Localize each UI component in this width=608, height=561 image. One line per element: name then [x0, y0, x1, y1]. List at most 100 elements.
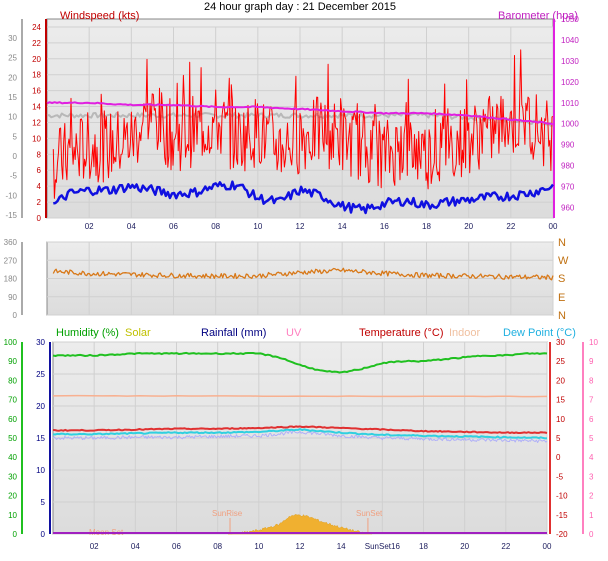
windspeed-tick-label: 2 [37, 198, 42, 207]
solar-area [228, 514, 373, 535]
panel-3-x-tick-label: 22 [501, 542, 510, 551]
windspeed-tick-label: 24 [32, 23, 41, 32]
wind-pressure-panel: Windspeed (kts) Barometer (hpa) 02 04 06 08… [5, 10, 579, 231]
temperature-tick-label: -5 [556, 472, 564, 481]
rainfall-tick-label: 5 [41, 498, 46, 507]
humidity-tick-label: 40 [8, 453, 17, 462]
temperature-tick-label: -15 [556, 511, 568, 520]
barometer-tick-label: 1040 [561, 36, 579, 45]
legend-temperature: Temperature (°C) [359, 327, 443, 339]
humidity-tick-label: 30 [8, 472, 17, 481]
humidity-line [52, 351, 548, 374]
windspeed-tick-label: 4 [37, 182, 42, 191]
windspeed-tick-label: 20 [32, 55, 41, 64]
outer-left-tick-label: 10 [8, 113, 17, 122]
barometer-tick-label: 1020 [561, 78, 579, 87]
uv-tick-label: 10 [589, 338, 598, 347]
barometer-tick-label: 1050 [561, 15, 579, 24]
temperature-tick-label: 5 [556, 434, 561, 443]
lavender-line [52, 430, 548, 443]
outer-left-tick-label: 5 [13, 132, 18, 141]
uv-tick-label: 9 [589, 357, 594, 366]
barometer-line [46, 101, 554, 126]
compass-label: E [558, 292, 565, 304]
humidity-tick-label: 80 [8, 376, 17, 385]
compass-label: N [558, 310, 566, 322]
temperature-tick-label: 15 [556, 396, 565, 405]
direction-tick-label: 90 [8, 293, 17, 302]
legend-uv: UV [286, 327, 302, 339]
rainfall-tick-label: 15 [36, 434, 45, 443]
uv-tick-label: 6 [589, 415, 594, 424]
temperature-humidity-panel: Humidity (%) Solar Rainfall (mm) UV Temp… [4, 327, 599, 551]
panel-1-x-tick-label: 16 [380, 222, 389, 231]
panel-1-x-tick-label: 04 [127, 222, 136, 231]
barometer-axis-label: Barometer (hpa) [498, 10, 578, 22]
panel-1-x-tick-label: 20 [464, 222, 473, 231]
temperature-tick-label: 25 [556, 357, 565, 366]
chart-title: 24 hour graph day : 21 December 2015 [204, 1, 396, 13]
rainfall-tick-label: 25 [36, 370, 45, 379]
rainfall-tick-label: 30 [36, 338, 45, 347]
panel-3-x-tick-label: 12 [296, 542, 305, 551]
uv-tick-label: 7 [589, 396, 594, 405]
windspeed-tick-label: 8 [37, 150, 42, 159]
direction-tick-label: 180 [4, 275, 18, 284]
panel-1-x-tick-label: 12 [296, 222, 305, 231]
compass-label: S [558, 273, 565, 285]
temperature-tick-label: 30 [556, 338, 565, 347]
windspeed-tick-label: 0 [37, 214, 42, 223]
outer-left-tick-label: 20 [8, 73, 17, 82]
uv-tick-label: 0 [589, 530, 594, 539]
temperature-tick-label: 20 [556, 376, 565, 385]
outer-left-tick-label: 15 [8, 93, 17, 102]
rainfall-tick-label: 20 [36, 402, 45, 411]
outer-left-tick-label: -5 [10, 172, 18, 181]
compass-label: N [558, 237, 566, 249]
temperature-tick-label: -10 [556, 492, 568, 501]
panel-3-x-tick-label: 14 [337, 542, 346, 551]
windspeed-tick-label: 18 [32, 71, 41, 80]
uv-tick-label: 1 [589, 511, 594, 520]
barometer-tick-label: 980 [561, 162, 575, 171]
dewpoint-line [52, 428, 548, 440]
windspeed-axis-label: Windspeed (kts) [60, 10, 139, 22]
humidity-tick-label: 0 [13, 530, 18, 539]
rainfall-tick-label: 10 [36, 466, 45, 475]
panel-3-x-tick-label: 00 [543, 542, 552, 551]
panel-3-x-tick-label: 20 [460, 542, 469, 551]
direction-tick-label: 270 [4, 256, 18, 265]
legend-humidity: Humidity (%) [56, 327, 119, 339]
panel-3-x-tick-label: 02 [90, 542, 99, 551]
panel-1-x-tick-label: 10 [253, 222, 262, 231]
outer-left-tick-label: 0 [13, 152, 18, 161]
temperature-tick-label: 10 [556, 415, 565, 424]
humidity-tick-label: 10 [8, 511, 17, 520]
direction-tick-label: 360 [4, 238, 18, 247]
wind-gust-line [52, 49, 554, 199]
windspeed-tick-label: 10 [32, 134, 41, 143]
barometer-tick-label: 960 [561, 204, 575, 213]
barometer-tick-label: 970 [561, 183, 575, 192]
rainfall-tick-label: 0 [41, 530, 46, 539]
humidity-tick-label: 50 [8, 434, 17, 443]
windspeed-tick-label: 6 [37, 166, 42, 175]
legend-indoor: Indoor [449, 327, 481, 339]
legend-solar: Solar [125, 327, 151, 339]
panel-1-x-tick-label: 00 [549, 222, 558, 231]
panel-3-x-tick-label: 18 [419, 542, 428, 551]
sunset-label: SunSet [356, 509, 383, 518]
wind-average-line [53, 180, 555, 215]
humidity-tick-label: 60 [8, 415, 17, 424]
panel-1-x-tick-label: 18 [422, 222, 431, 231]
panel-3-x-tick-label: 08 [213, 542, 222, 551]
humidity-tick-label: 20 [8, 492, 17, 501]
uv-tick-label: 2 [589, 492, 594, 501]
panel-1-x-tick-label: 06 [169, 222, 178, 231]
outer-left-tick-label: 30 [8, 34, 17, 43]
compass-label: W [558, 255, 569, 267]
windspeed-tick-label: 14 [32, 103, 41, 112]
windspeed-tick-label: 12 [32, 118, 41, 127]
